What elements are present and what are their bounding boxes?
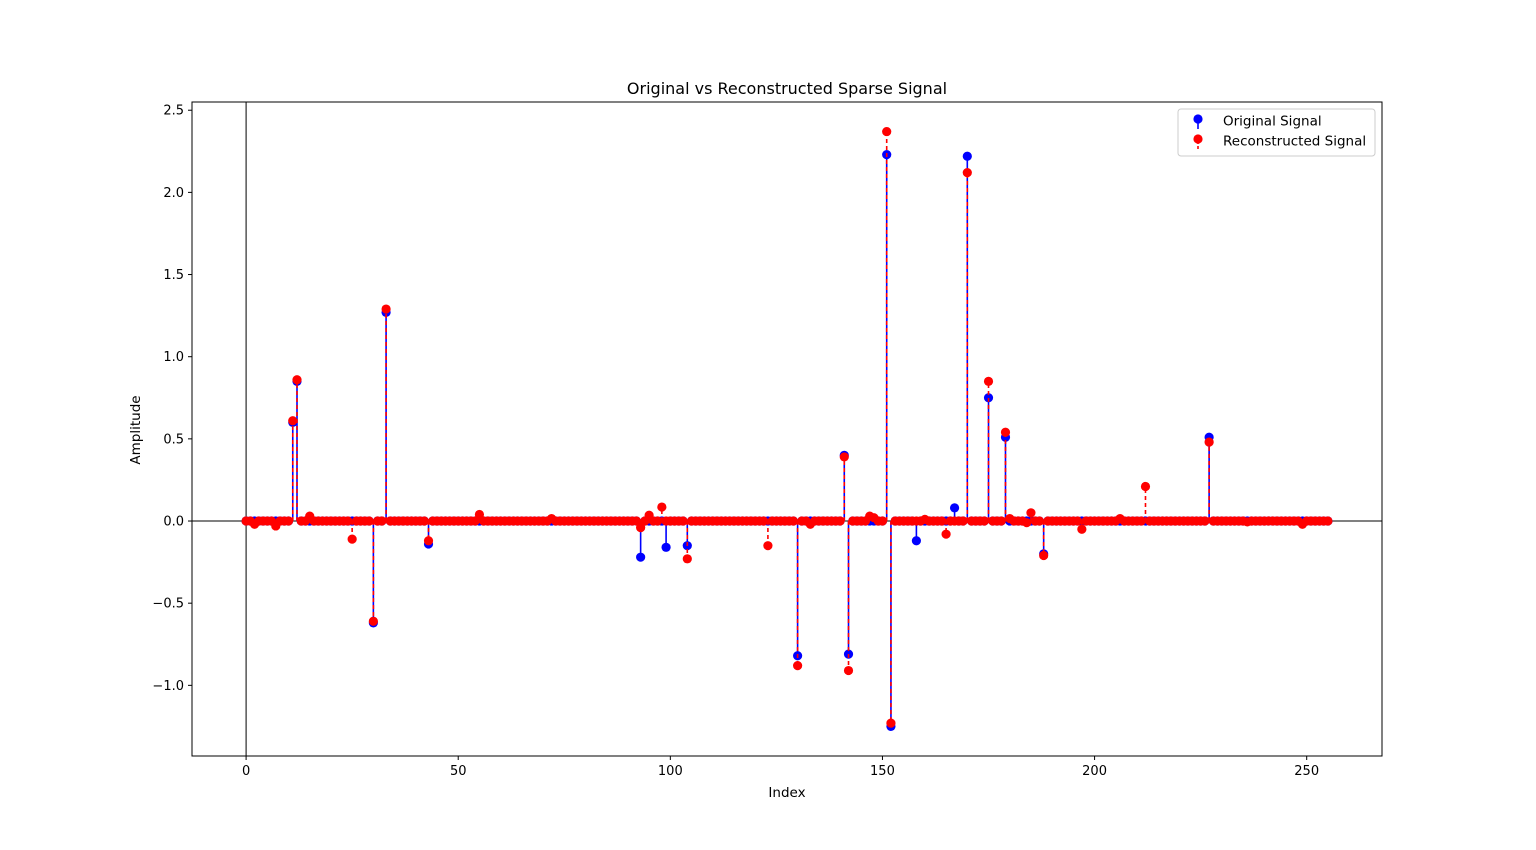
stem-marker [839,452,849,462]
stem-marker [377,516,387,526]
stem-marker [1000,427,1011,437]
legend: Original Signal Reconstructed Signal [1177,108,1376,157]
stem-marker [843,665,854,676]
stem-marker [886,718,896,728]
stem-marker [941,529,951,539]
stem-marker [877,516,888,526]
stem-marker [1026,508,1036,518]
y-tick-label: 1.5 [163,268,184,283]
stem-marker [423,536,434,546]
stem-marker [1022,518,1032,528]
stem-marker [1136,516,1146,526]
legend-box [1177,108,1376,157]
stem-marker [759,516,769,526]
stem-marker [347,534,357,544]
stem-marker [882,126,892,137]
stem-marker [661,542,671,552]
y-tick-label: 2.5 [163,104,184,119]
stems [241,126,1333,732]
legend-label: Reconstructed Signal [1223,134,1366,150]
x-tick-label: 200 [1082,764,1107,779]
stem-marker [793,661,803,671]
y-axis-label: Amplitude [128,395,144,464]
y-tick-label: 1.0 [163,350,184,365]
y-tick-label: 2.0 [163,186,184,201]
stem-marker [949,503,960,513]
stem-marker [788,516,798,526]
stem-marker [288,416,298,426]
stem-marker [631,516,641,526]
x-axis-label: Index [768,785,805,801]
x-tick-label: 50 [450,764,467,779]
stem-marker [996,516,1006,526]
plot-frame [191,101,1383,757]
stem-marker [1034,516,1045,526]
stem-marker [979,516,989,526]
reference-lines [192,102,1382,756]
stem-marker [962,151,972,161]
stem-marker [1140,481,1151,492]
x-tick-label: 100 [658,764,683,779]
stem-marker [763,541,773,551]
stem-marker [937,516,947,526]
y-tick-label: 0.5 [163,432,184,447]
chart-title: Original vs Reconstructed Sparse Signal [627,79,947,98]
stem-marker [343,516,353,526]
stem-marker [381,304,391,314]
stem-marker [657,502,667,512]
stem-marker [292,375,302,385]
x-tick-label: 0 [242,764,250,779]
stem-marker [983,393,994,403]
stem-marker [1039,550,1049,561]
stem-marker [962,168,972,178]
y-tick-label: 0.0 [163,515,184,530]
stem-marker [368,616,378,626]
stem-marker [682,554,692,564]
stem-marker [1204,437,1214,447]
stem-marker [419,516,429,526]
stem-marker [364,516,374,526]
stem-marker [1073,516,1083,526]
stem-marker [678,516,688,526]
stem-marker [835,516,845,526]
series-reconstructed [241,126,1333,728]
legend-marker-icon [1193,114,1203,124]
x-tick-label: 150 [870,764,895,779]
stem-marker [911,536,921,546]
stem-marker [636,552,646,562]
x-tick-label: 250 [1294,764,1319,779]
stem-marker [636,522,646,533]
legend-label: Original Signal [1223,114,1322,130]
series-original [241,149,1333,732]
stem-marker [983,376,994,386]
stem-marker [1323,516,1333,526]
stem-marker [283,516,294,526]
y-tick-label: −0.5 [152,597,184,612]
stem-marker [1077,524,1087,534]
stem-marker [1200,516,1210,526]
y-tick-label: −1.0 [152,679,184,694]
stem-marker [653,516,663,526]
axis-ticks: 0 50 100 150 200 250 −1.0 −0.5 0.0 0.5 1.0 1.5 2.0 2.… [152,104,1319,779]
legend-marker-icon [1193,134,1203,144]
stem-marker [958,516,968,526]
stem-marker [470,516,480,526]
stem-marker [474,509,485,520]
